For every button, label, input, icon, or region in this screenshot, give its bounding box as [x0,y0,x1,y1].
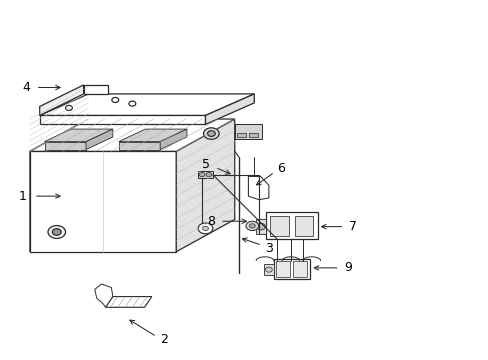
Polygon shape [86,129,113,149]
Polygon shape [44,141,86,149]
Polygon shape [255,220,266,234]
Bar [276,261,289,277]
Circle shape [129,101,136,106]
Text: 6: 6 [277,162,285,175]
Circle shape [48,226,65,238]
Circle shape [205,172,211,177]
Polygon shape [30,151,176,252]
Text: 8: 8 [207,215,215,228]
Text: 1: 1 [19,190,26,203]
Polygon shape [234,125,261,139]
Polygon shape [83,85,108,94]
Circle shape [65,105,72,111]
Text: 4: 4 [22,81,30,94]
Circle shape [207,131,215,136]
Polygon shape [40,94,254,116]
Polygon shape [40,116,205,125]
Polygon shape [105,297,152,307]
Circle shape [52,229,61,235]
Polygon shape [160,129,186,149]
Polygon shape [30,119,234,151]
Polygon shape [44,129,113,141]
Polygon shape [198,171,212,178]
Text: 7: 7 [348,220,356,233]
Bar [293,261,306,277]
Polygon shape [205,94,254,125]
Bar [294,216,313,236]
Circle shape [249,224,255,228]
Circle shape [265,267,272,272]
Polygon shape [248,176,268,200]
Bar [249,133,258,137]
Bar [270,216,288,236]
Polygon shape [119,129,186,141]
Polygon shape [176,119,234,252]
Circle shape [199,172,204,177]
Bar [237,133,245,137]
Text: 5: 5 [202,158,210,171]
Text: 2: 2 [160,333,168,346]
Polygon shape [40,85,83,116]
Circle shape [202,226,208,230]
Text: 3: 3 [264,242,272,255]
Polygon shape [273,259,310,279]
Polygon shape [266,212,317,239]
Circle shape [112,98,119,103]
Polygon shape [119,141,160,149]
Circle shape [198,223,212,234]
Circle shape [203,128,219,139]
Polygon shape [30,119,88,252]
Circle shape [245,221,258,230]
Polygon shape [95,284,113,307]
Polygon shape [264,264,273,275]
Circle shape [256,224,265,230]
Text: 9: 9 [343,261,351,274]
